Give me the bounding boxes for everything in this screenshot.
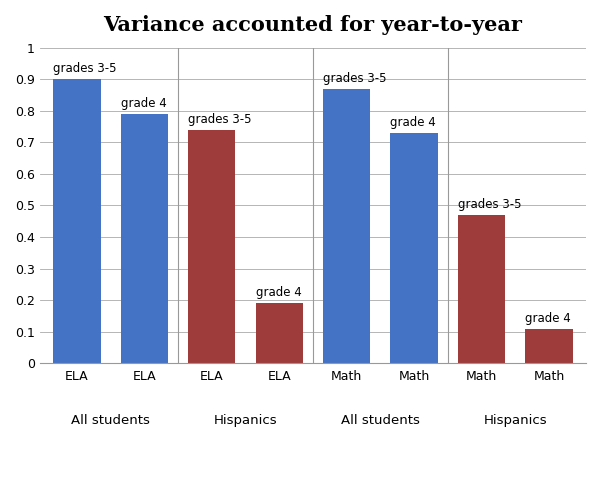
Text: grade 4: grade 4 [525,312,571,325]
Title: Variance accounted for year-to-year: Variance accounted for year-to-year [103,15,522,35]
Bar [323,89,370,363]
Bar [391,133,438,363]
Text: Hispanics: Hispanics [483,414,547,427]
Bar [53,79,100,363]
Bar [525,329,573,363]
Text: grade 4: grade 4 [391,116,436,129]
Text: All students: All students [72,414,150,427]
Bar [121,114,168,363]
Text: grades 3-5: grades 3-5 [188,113,252,126]
Text: All students: All students [341,414,419,427]
Bar [188,130,236,363]
Text: grades 3-5: grades 3-5 [323,72,386,85]
Bar [255,303,303,363]
Text: grade 4: grade 4 [121,97,166,110]
Text: Hispanics: Hispanics [214,414,277,427]
Text: grade 4: grade 4 [255,286,301,299]
Text: grades 3-5: grades 3-5 [458,198,522,211]
Bar [458,215,505,363]
Text: grades 3-5: grades 3-5 [53,62,117,75]
